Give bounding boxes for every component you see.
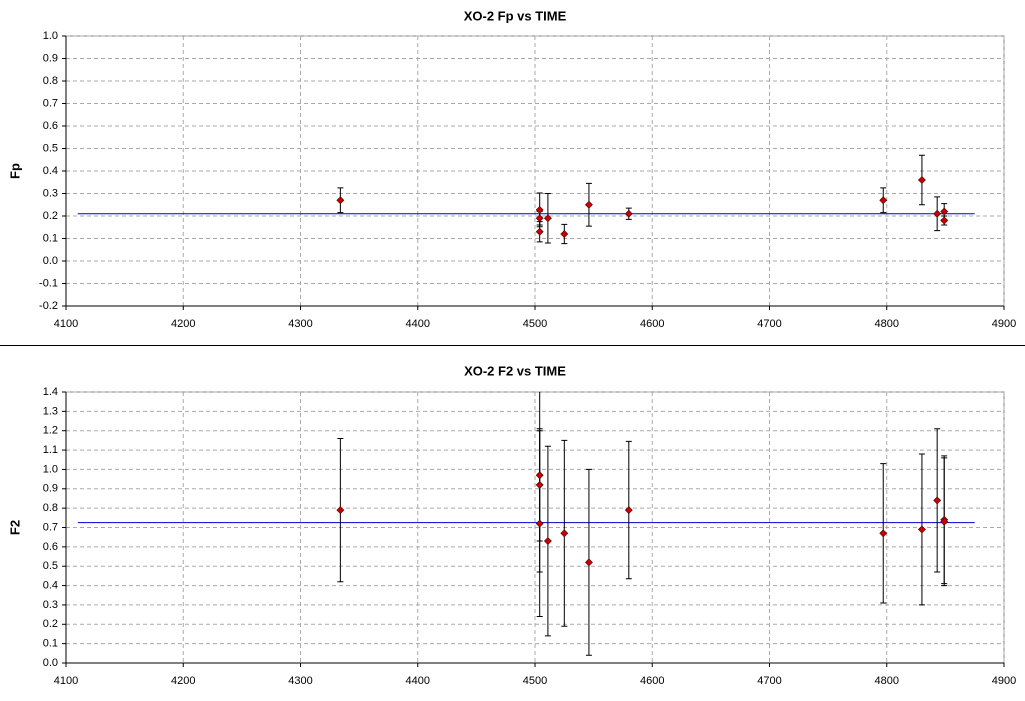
x-tick-label: 4300 xyxy=(288,318,312,330)
data-point xyxy=(535,471,544,480)
data-point xyxy=(624,506,633,515)
x-tick-label: 4500 xyxy=(523,675,547,687)
y-tick-label: 0.6 xyxy=(43,120,58,132)
x-tick-label: 4900 xyxy=(992,675,1016,687)
x-tick-label: 4900 xyxy=(992,318,1016,330)
y-tick-label: 0.9 xyxy=(43,52,58,64)
data-point xyxy=(585,558,593,567)
y-tick-label: 0.3 xyxy=(43,599,58,611)
x-tick-label: 4200 xyxy=(171,318,195,330)
data-point xyxy=(879,529,888,538)
y-tick-label: 0.3 xyxy=(43,187,58,199)
x-tick-label: 4600 xyxy=(640,318,664,330)
y-tick-label: -0.1 xyxy=(39,277,58,289)
x-tick-label: 4800 xyxy=(875,318,899,330)
y-tick-label: 0.1 xyxy=(43,638,58,650)
y-tick-label: 0.0 xyxy=(43,657,58,669)
data-point xyxy=(918,525,926,534)
y-tick-label: 0.2 xyxy=(43,210,58,222)
y-tick-label: 0.8 xyxy=(43,502,58,514)
plot-group xyxy=(77,392,975,656)
data-point xyxy=(543,214,552,223)
y-tick-label: 1.1 xyxy=(43,444,58,456)
plot-group xyxy=(77,154,975,245)
x-tick-label: 4200 xyxy=(171,675,195,687)
data-point xyxy=(560,529,569,538)
y-tick-label: 0.2 xyxy=(43,618,58,630)
y-tick-label: 1.0 xyxy=(43,463,58,475)
data-point xyxy=(535,519,544,528)
x-tick-label: 4100 xyxy=(54,675,78,687)
data-point xyxy=(879,196,888,205)
chart-title: XO-2 Fp vs TIME xyxy=(464,8,567,23)
y-axis-title: F2 xyxy=(7,520,22,535)
x-tick-label: 4400 xyxy=(406,318,430,330)
data-point xyxy=(336,506,345,515)
data-point xyxy=(560,230,569,238)
data-point xyxy=(535,227,544,236)
y-tick-label: 1.4 xyxy=(43,386,58,398)
data-point xyxy=(585,200,593,209)
y-tick-label: 0.4 xyxy=(43,579,58,591)
y-tick-label: -0.2 xyxy=(39,300,58,312)
x-tick-label: 4700 xyxy=(757,318,781,330)
data-point xyxy=(624,209,633,218)
y-tick-label: 0.8 xyxy=(43,75,58,87)
data-point xyxy=(933,496,942,505)
y-tick-label: 1.0 xyxy=(43,30,58,42)
data-point xyxy=(535,480,544,489)
data-point xyxy=(940,207,949,216)
y-tick-label: 0.4 xyxy=(43,165,58,177)
x-tick-label: 4400 xyxy=(406,675,430,687)
y-tick-label: 0.0 xyxy=(43,255,58,267)
x-tick-label: 4500 xyxy=(523,318,547,330)
chart-title: XO-2 F2 vs TIME xyxy=(464,363,566,378)
x-tick-label: 4300 xyxy=(288,675,312,687)
y-tick-label: 0.5 xyxy=(43,560,58,572)
y-tick-label: 0.7 xyxy=(43,97,58,109)
y-axis-title: Fp xyxy=(7,163,22,179)
data-point xyxy=(535,214,544,223)
y-tick-label: 1.2 xyxy=(43,425,58,437)
data-point xyxy=(543,537,552,545)
data-point xyxy=(940,517,949,526)
y-tick-label: 0.1 xyxy=(43,232,58,244)
data-point xyxy=(940,216,949,225)
y-tick-label: 1.3 xyxy=(43,405,58,417)
y-tick-label: 0.5 xyxy=(43,142,58,154)
data-point xyxy=(535,206,544,214)
x-tick-label: 4600 xyxy=(640,675,664,687)
data-point xyxy=(336,196,345,205)
y-tick-label: 0.6 xyxy=(43,541,58,553)
y-tick-label: 0.7 xyxy=(43,521,58,533)
data-point xyxy=(933,209,942,218)
y-tick-label: 0.9 xyxy=(43,483,58,495)
x-tick-label: 4800 xyxy=(875,675,899,687)
data-point xyxy=(918,176,926,184)
x-tick-label: 4700 xyxy=(757,675,781,687)
x-tick-label: 4100 xyxy=(54,318,78,330)
